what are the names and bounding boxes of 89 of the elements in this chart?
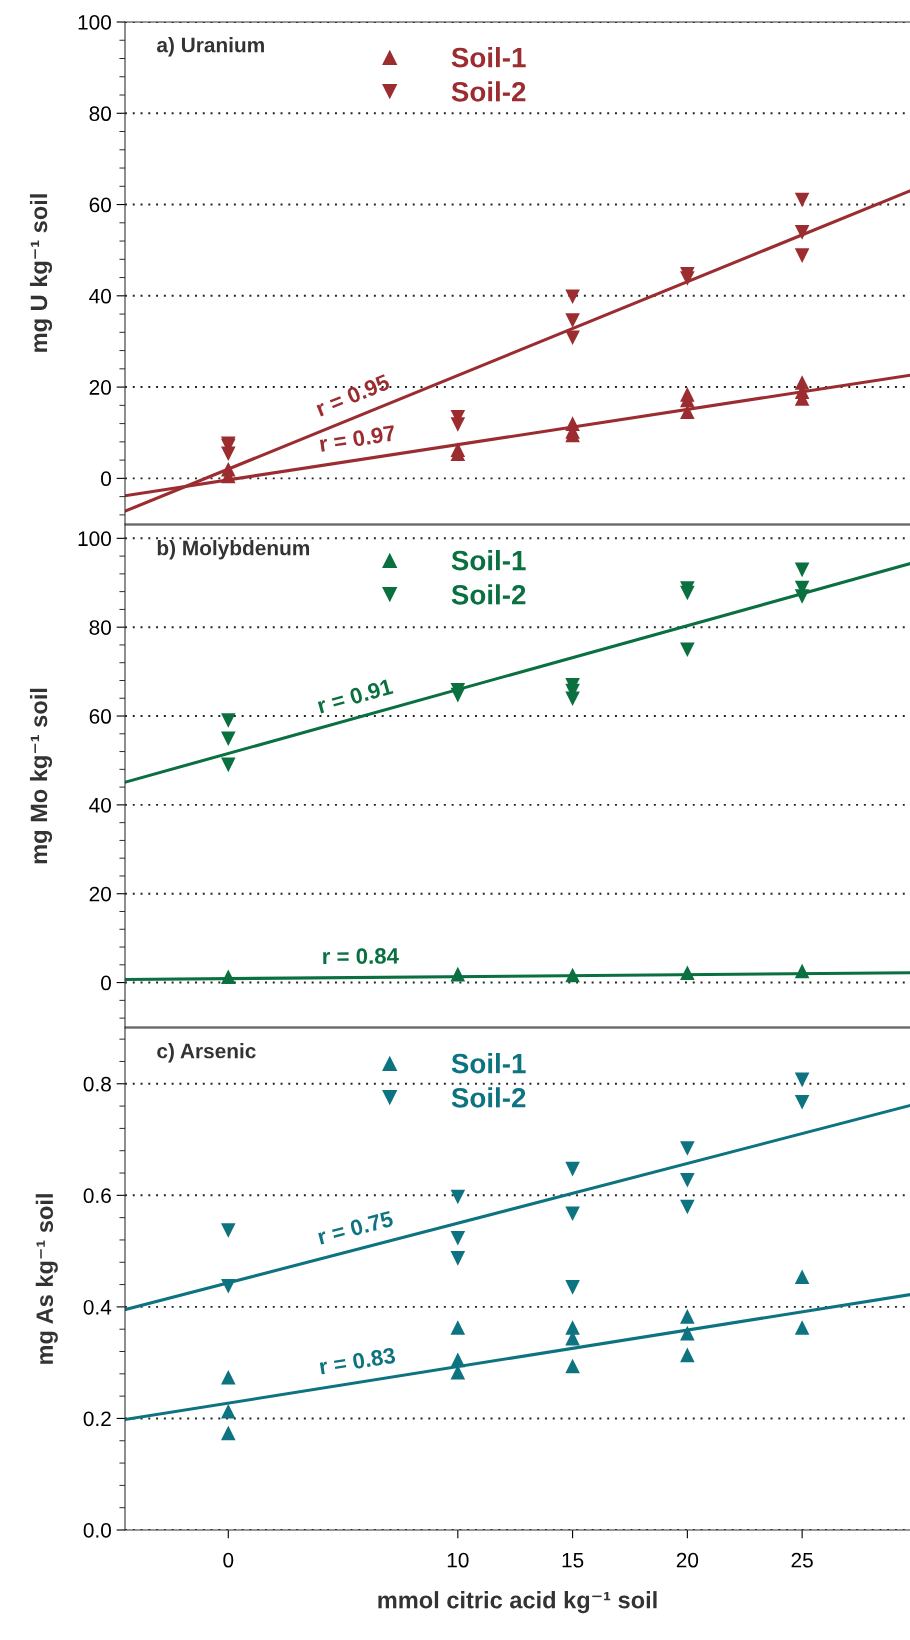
y-tick-label: 0.2 bbox=[83, 1411, 111, 1427]
point bbox=[221, 1278, 236, 1294]
point bbox=[794, 1320, 810, 1335]
point bbox=[450, 687, 466, 703]
point bbox=[794, 562, 810, 578]
y-tick-label: 100 bbox=[78, 15, 111, 30]
point bbox=[450, 1251, 466, 1266]
legend-label: Soil-2 bbox=[451, 584, 526, 605]
point bbox=[450, 1189, 466, 1205]
point bbox=[221, 969, 236, 985]
y-tick-label: 0.6 bbox=[83, 1188, 111, 1204]
legend-label: Soil-2 bbox=[451, 81, 526, 102]
point bbox=[565, 1206, 580, 1222]
point bbox=[565, 289, 580, 305]
point bbox=[680, 1172, 695, 1188]
text: r = 0.97 bbox=[319, 424, 396, 452]
point bbox=[794, 589, 810, 604]
legend-label: Soil-1 bbox=[451, 550, 526, 571]
point bbox=[680, 1347, 695, 1363]
legend-label: Soil-2 bbox=[451, 1087, 526, 1108]
y-tick-label: 60 bbox=[89, 709, 111, 724]
y-tick-label: 0.8 bbox=[83, 1076, 111, 1092]
point bbox=[221, 1403, 236, 1419]
point bbox=[221, 1223, 236, 1238]
point bbox=[565, 1280, 580, 1295]
point bbox=[221, 757, 236, 773]
y-axis-title: mg As kg⁻¹ soil bbox=[35, 1194, 58, 1364]
point bbox=[450, 417, 466, 432]
point bbox=[221, 1425, 236, 1441]
point bbox=[794, 1094, 810, 1110]
y-tick-label: 100 bbox=[78, 531, 111, 547]
point bbox=[794, 963, 810, 979]
y-tick-label: 0 bbox=[101, 471, 111, 487]
point bbox=[680, 965, 695, 981]
point bbox=[565, 330, 580, 346]
point bbox=[794, 192, 810, 208]
point bbox=[794, 248, 810, 263]
point bbox=[794, 1072, 810, 1088]
point bbox=[450, 1352, 466, 1368]
point bbox=[680, 271, 695, 286]
point bbox=[680, 1141, 695, 1156]
point bbox=[565, 1320, 580, 1335]
point bbox=[221, 731, 236, 746]
point bbox=[680, 642, 695, 658]
point bbox=[680, 1325, 695, 1341]
series-label: r = 0.84 bbox=[323, 947, 399, 965]
legend-label: Soil-1 bbox=[451, 47, 526, 68]
x-tick-label: 15 bbox=[562, 1552, 584, 1568]
text: a) Uranium bbox=[157, 37, 264, 57]
y-tick-label: 0.4 bbox=[83, 1299, 112, 1315]
y-tick-label: 80 bbox=[89, 620, 111, 635]
point bbox=[680, 1199, 695, 1215]
y-tick-label: 40 bbox=[89, 288, 111, 304]
point bbox=[450, 1320, 466, 1335]
x-tick-label: 25 bbox=[791, 1552, 813, 1568]
point bbox=[565, 1161, 580, 1177]
y-tick-label: 20 bbox=[89, 380, 111, 395]
legend-label: Soil-1 bbox=[451, 1053, 526, 1074]
point bbox=[221, 446, 236, 461]
text: r = 0.83 bbox=[319, 1347, 396, 1375]
point bbox=[794, 1269, 810, 1285]
y-axis-title: mg Mo kg⁻¹ soil bbox=[29, 688, 53, 864]
y-tick-label: 0 bbox=[101, 975, 111, 991]
text: r = 0.91 bbox=[316, 678, 394, 714]
point bbox=[221, 713, 236, 728]
point bbox=[565, 691, 580, 706]
point bbox=[450, 1231, 466, 1246]
y-tick-label: 60 bbox=[89, 197, 111, 213]
point bbox=[565, 967, 580, 983]
x-axis-title: mmol citric acid kg⁻¹ soil bbox=[378, 1591, 657, 1614]
y-tick-label: 80 bbox=[89, 106, 111, 122]
point bbox=[221, 1369, 236, 1385]
point bbox=[680, 585, 695, 601]
point bbox=[565, 313, 580, 328]
point bbox=[680, 1309, 695, 1324]
point bbox=[565, 1358, 580, 1374]
point bbox=[794, 225, 810, 240]
y-axis-title: mg U kg⁻¹ soil bbox=[29, 194, 53, 352]
text: r = 0.95 bbox=[315, 373, 391, 417]
text: c) Arsenic bbox=[157, 1043, 256, 1063]
y-tick-label: 20 bbox=[89, 886, 111, 902]
text: b) Molybdenum bbox=[157, 540, 310, 560]
point bbox=[450, 966, 466, 982]
y-tick-label: 40 bbox=[89, 797, 111, 813]
x-tick-label: 0 bbox=[223, 1552, 234, 1568]
x-tick-label: 10 bbox=[447, 1552, 469, 1568]
text: r = 0.75 bbox=[317, 1210, 394, 1245]
y-tick-label: 0.0 bbox=[83, 1523, 111, 1538]
x-tick-label: 20 bbox=[676, 1552, 699, 1568]
